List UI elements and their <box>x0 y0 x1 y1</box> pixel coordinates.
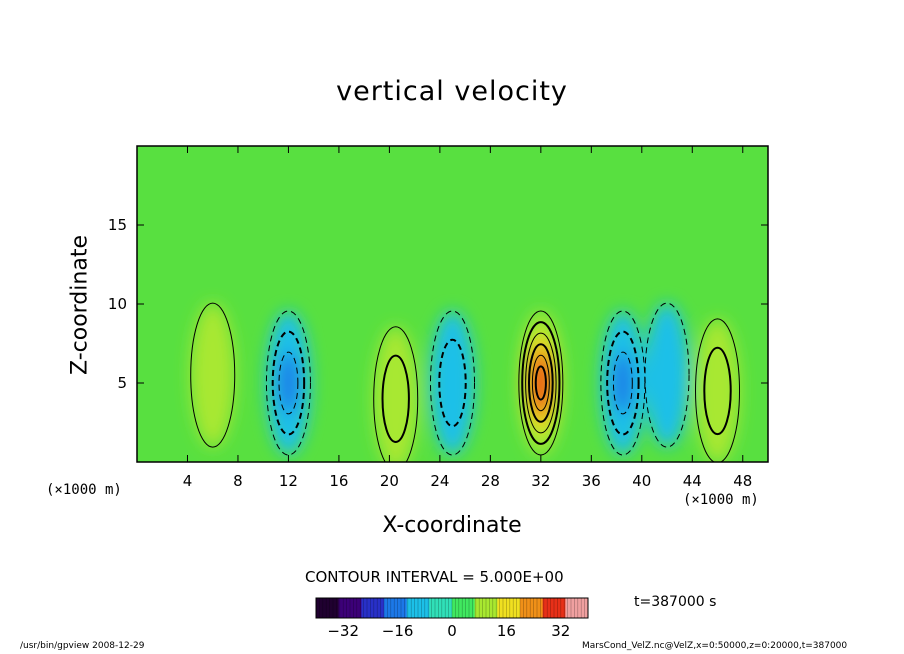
contour-line <box>381 354 410 443</box>
contour-interval-text: CONTOUR INTERVAL = 5.000E+00 <box>305 568 564 586</box>
x-tick-label: 24 <box>430 472 449 490</box>
x-tick-label: 40 <box>632 472 651 490</box>
fill-level <box>382 355 409 442</box>
time-label: t=387000 s <box>634 594 717 610</box>
contour-line <box>190 302 236 448</box>
contour-line <box>703 346 732 436</box>
cell-0 <box>190 303 235 448</box>
cell-7 <box>695 318 740 462</box>
x-tick-label: 12 <box>279 472 298 490</box>
x-tick-label: 28 <box>481 472 500 490</box>
x-axis-label: X-coordinate <box>382 513 522 538</box>
y-tick-label: 10 <box>108 295 127 313</box>
fill-level <box>190 303 235 448</box>
fill-level <box>439 339 466 427</box>
colorbar-segment <box>384 598 408 618</box>
x-tick-label: 20 <box>380 472 399 490</box>
colorbar-segment <box>316 598 340 618</box>
contour-line <box>438 338 467 428</box>
colorbar-segment <box>497 598 521 618</box>
y-tick-label: 15 <box>108 216 127 234</box>
x-tick-label: 8 <box>233 472 243 490</box>
x-tick-label: 32 <box>531 472 550 490</box>
cell-2 <box>373 326 418 462</box>
x-unit-label-right: (×1000 m) <box>683 492 759 508</box>
colorbar: −32 −16 0 16 32 <box>315 597 589 640</box>
colorbar-segment <box>542 598 566 618</box>
contour-line <box>527 343 554 423</box>
colorbar-segment <box>338 598 362 618</box>
colorbar-segment <box>361 598 385 618</box>
cell-6 <box>645 303 690 448</box>
contour-line <box>278 351 299 415</box>
fill-level <box>535 366 546 400</box>
footer-right: MarsCond_VelZ.nc@VelZ,x=0:50000,z=0:2000… <box>582 641 848 651</box>
contour-line <box>606 330 640 436</box>
colorbar-tick-label: 16 <box>497 622 516 640</box>
fill-level <box>613 352 633 414</box>
colorbar-segment <box>520 598 544 618</box>
colorbar-tick-label: −16 <box>382 622 414 640</box>
contour-line <box>373 326 419 462</box>
contour-line <box>534 365 547 401</box>
colorbar-segment <box>474 598 498 618</box>
colorbar-segment <box>406 598 430 618</box>
contour-line <box>695 318 741 462</box>
footer-left: /usr/bin/gpview 2008-12-29 <box>20 641 145 651</box>
contour-line <box>644 302 690 448</box>
colorbar-tick-label: 32 <box>551 622 570 640</box>
cell-5 <box>600 311 645 455</box>
contour-line <box>612 351 633 415</box>
chart-title: vertical velocity <box>336 76 568 107</box>
cell-1 <box>266 311 311 455</box>
x-tick-label: 16 <box>329 472 348 490</box>
x-tick-label: 36 <box>582 472 601 490</box>
fill-level <box>704 347 731 435</box>
colorbar-frame <box>315 597 589 619</box>
fill-level <box>279 352 298 414</box>
fill-level <box>645 303 690 448</box>
contour-line <box>430 310 475 456</box>
contour-line <box>265 310 311 456</box>
colorbar-tick-label: 0 <box>447 622 457 640</box>
colorbar-segment <box>452 598 476 618</box>
y-tick-label: 5 <box>117 374 127 392</box>
x-tick-label: 48 <box>733 472 752 490</box>
contour-line <box>525 332 557 434</box>
cell-3 <box>430 311 475 455</box>
contour-line <box>271 330 306 436</box>
plot-area <box>137 146 768 462</box>
colorbar-segment <box>429 598 453 618</box>
x-tick-label: 4 <box>183 472 193 490</box>
contour-line <box>531 354 550 412</box>
x-tick-label: 44 <box>683 472 702 490</box>
contour-line <box>600 310 646 456</box>
colorbar-tick-label: −32 <box>327 622 359 640</box>
x-unit-label-left: (×1000 m) <box>46 482 122 498</box>
contour-line <box>521 321 561 445</box>
colorbar-segment <box>565 598 589 618</box>
